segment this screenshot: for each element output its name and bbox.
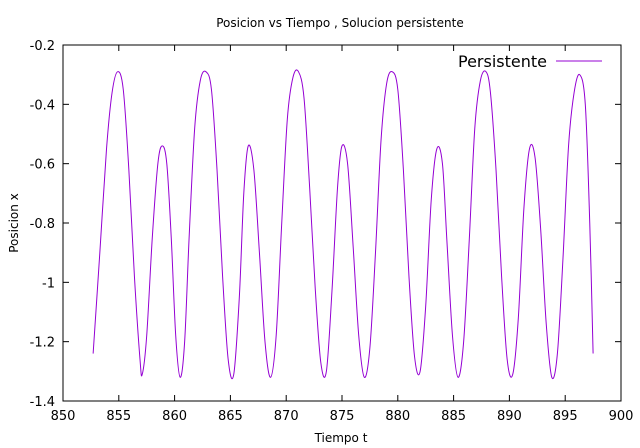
x-tick-label: 855 bbox=[106, 409, 131, 424]
y-tick-label: -0.2 bbox=[30, 39, 55, 54]
x-tick-label: 895 bbox=[553, 409, 578, 424]
chart-title: Posicion vs Tiempo , Solucion persistent… bbox=[216, 16, 464, 30]
y-axis-label: Posicion x bbox=[7, 193, 21, 253]
x-tick-label: 865 bbox=[218, 409, 243, 424]
x-tick-label: 850 bbox=[51, 409, 76, 424]
y-axis-ticks: -0.2 -0.4 -0.6 -0.8 -1 -1.2 -1.4 bbox=[30, 39, 621, 410]
legend-entry-persistente: Persistente bbox=[458, 52, 547, 71]
x-tick-label: 900 bbox=[609, 409, 634, 424]
y-tick-label: -0.4 bbox=[30, 98, 55, 113]
x-tick-label: 880 bbox=[385, 409, 410, 424]
series-line-persistente bbox=[92, 69, 594, 380]
x-tick-label: 870 bbox=[274, 409, 299, 424]
y-tick-label: -0.6 bbox=[30, 158, 55, 173]
x-tick-label: 885 bbox=[441, 409, 466, 424]
y-tick-label: -1.2 bbox=[30, 336, 55, 351]
x-axis-ticks: 850 855 860 865 870 875 880 885 890 895 900 bbox=[51, 45, 634, 424]
x-axis-label: Tiempo t bbox=[314, 431, 368, 445]
y-tick-label: -0.8 bbox=[30, 217, 55, 232]
x-tick-label: 875 bbox=[330, 409, 355, 424]
x-tick-label: 890 bbox=[497, 409, 522, 424]
legend: Persistente bbox=[458, 52, 602, 71]
plot-frame bbox=[62, 44, 622, 402]
y-tick-label: -1 bbox=[42, 276, 55, 291]
y-tick-label: -1.4 bbox=[30, 395, 55, 410]
x-tick-label: 860 bbox=[162, 409, 187, 424]
series-layer bbox=[92, 69, 594, 380]
